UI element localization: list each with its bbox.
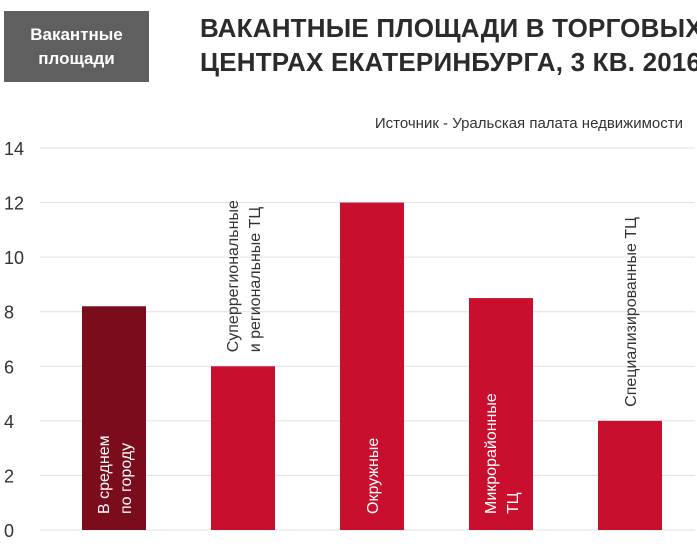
category-label: Суперрегиональные и региональные ТЦ <box>225 200 264 352</box>
bar <box>82 306 146 530</box>
badge-line-1: Вакантные <box>30 24 123 44</box>
category-label-line: и региональные ТЦ <box>247 207 264 353</box>
y-tick-label: 8 <box>4 303 14 323</box>
y-tick-label: 12 <box>4 194 24 214</box>
category-label: Микрорайонные ТЦ <box>483 393 522 514</box>
category-label: В среднем по городу <box>96 435 135 514</box>
chart-title: ВАКАНТНЫЕ ПЛОЩАДИ В ТОРГОВЫХ ЦЕНТРАХ ЕКА… <box>200 11 697 79</box>
category-label-line: по городу <box>118 443 135 514</box>
y-tick-label: 4 <box>4 412 14 432</box>
bar <box>469 298 533 530</box>
category-label-line: Суперрегиональные <box>225 200 242 352</box>
y-tick-label: 10 <box>4 248 24 268</box>
bar <box>598 420 662 530</box>
category-label: Специализированные ТЦ <box>623 217 640 407</box>
bar <box>340 202 404 531</box>
title-line-2: ЦЕНТРАХ ЕКАТЕРИНБУРГА, 3 КВ. 2016, <box>200 47 697 77</box>
category-label-line: В среднем <box>96 435 113 514</box>
category-label-line: Специализированные ТЦ <box>623 217 640 407</box>
category-label: Окружные <box>365 438 382 514</box>
category-label-line: Окружные <box>365 438 382 514</box>
y-tick-label: 0 <box>4 521 14 541</box>
category-label-line: Микрорайонные <box>483 393 500 514</box>
bar <box>211 366 275 530</box>
y-tick-label: 2 <box>4 466 14 486</box>
y-tick-label: 14 <box>4 139 24 159</box>
source-note: Источник - Уральская палата недвижимости <box>374 115 683 132</box>
title-line-1: ВАКАНТНЫЕ ПЛОЩАДИ В ТОРГОВЫХ <box>200 13 697 43</box>
category-label-line: ТЦ <box>505 492 522 514</box>
section-badge: Вакантные площади <box>4 11 149 82</box>
y-tick-label: 6 <box>4 357 14 377</box>
badge-line-2: площади <box>38 48 115 68</box>
